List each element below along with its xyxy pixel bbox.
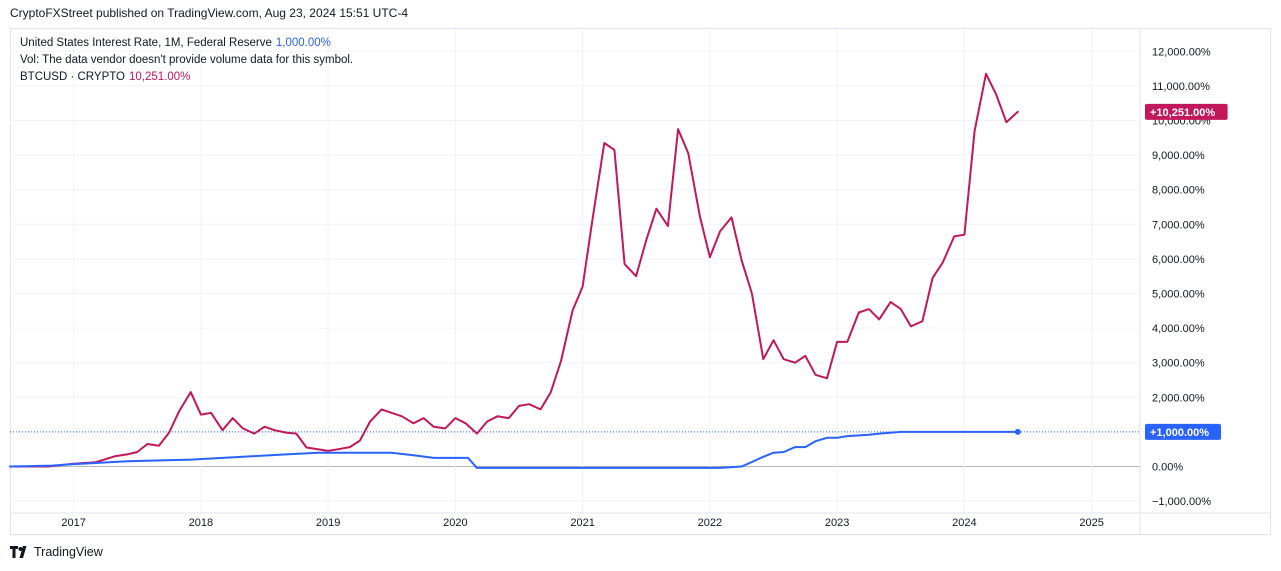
y-tick-label: 7,000.00% bbox=[1152, 219, 1205, 231]
y-tick-label: −1,000.00% bbox=[1152, 496, 1211, 508]
y-tick-label: 2,000.00% bbox=[1152, 392, 1205, 404]
publisher-line: CryptoFXStreet published on TradingView.… bbox=[10, 6, 409, 20]
x-tick-label: 2024 bbox=[952, 517, 976, 529]
y-tick-label: 3,000.00% bbox=[1152, 358, 1205, 370]
legend-value-btcusd: 10,251.00% bbox=[129, 71, 191, 83]
legend-label-btcusd: BTCUSD · CRYPTO bbox=[20, 71, 126, 83]
grid bbox=[10, 29, 1140, 513]
interest-rate-line bbox=[9, 430, 1019, 469]
legend-row-volume-note: Vol: The data vendor doesn't provide vol… bbox=[20, 52, 353, 69]
y-tick-label: 12,000.00% bbox=[1152, 46, 1211, 58]
x-tick-label: 2021 bbox=[570, 517, 594, 529]
legend-row-btcusd[interactable]: BTCUSD · CRYPTO 10,251.00% bbox=[20, 69, 353, 86]
y-tick-label: 11,000.00% bbox=[1152, 81, 1210, 93]
y-axis: −1,000.00%0.00%1,000.00%2,000.00%3,000.0… bbox=[1139, 29, 1211, 534]
badge-label: +1,000.00% bbox=[1150, 427, 1209, 439]
y-tick-label: 4,000.00% bbox=[1152, 323, 1205, 335]
series-layer bbox=[9, 72, 1140, 469]
rate-badge bbox=[1145, 423, 1221, 440]
btcusd-line bbox=[9, 72, 1019, 468]
x-tick-label: 2017 bbox=[61, 517, 85, 529]
footer-brand: TradingView bbox=[34, 545, 103, 559]
x-tick-label: 2018 bbox=[189, 517, 213, 529]
chart-legend: United States Interest Rate, 1M, Federal… bbox=[20, 35, 353, 86]
footer[interactable]: TradingView bbox=[10, 545, 103, 559]
y-tick-label: 5,000.00% bbox=[1152, 289, 1205, 301]
x-tick-label: 2025 bbox=[1079, 517, 1103, 529]
y-tick-label: 6,000.00% bbox=[1152, 254, 1205, 266]
y-tick-label: 8,000.00% bbox=[1152, 185, 1205, 197]
y-tick-label: 9,000.00% bbox=[1152, 150, 1205, 162]
x-tick-label: 2020 bbox=[443, 517, 467, 529]
chart-frame bbox=[10, 28, 1271, 535]
x-tick-label: 2022 bbox=[698, 517, 722, 529]
last-value-badges: +10,251.00% +1,000.00% bbox=[1145, 103, 1228, 440]
rate-last-point bbox=[1014, 428, 1021, 435]
legend-row-interest-rate[interactable]: United States Interest Rate, 1M, Federal… bbox=[20, 35, 353, 52]
x-axis: 2017 2018 2019 2020 2021 2022 2023 2024 2025 bbox=[10, 512, 1270, 529]
btcusd-badge bbox=[1145, 103, 1228, 120]
legend-volume-note: Vol: The data vendor doesn't provide vol… bbox=[20, 54, 354, 66]
tradingview-logo-icon bbox=[10, 546, 30, 558]
badge-label: +10,251.00% bbox=[1150, 107, 1215, 119]
legend-label-interest-rate: United States Interest Rate, 1M, Federal… bbox=[20, 37, 272, 49]
y-tick-label: 0.00% bbox=[1152, 462, 1183, 474]
x-tick-label: 2019 bbox=[316, 517, 340, 529]
x-tick-label: 2023 bbox=[825, 517, 849, 529]
legend-value-interest-rate: 1,000.00% bbox=[275, 37, 331, 49]
